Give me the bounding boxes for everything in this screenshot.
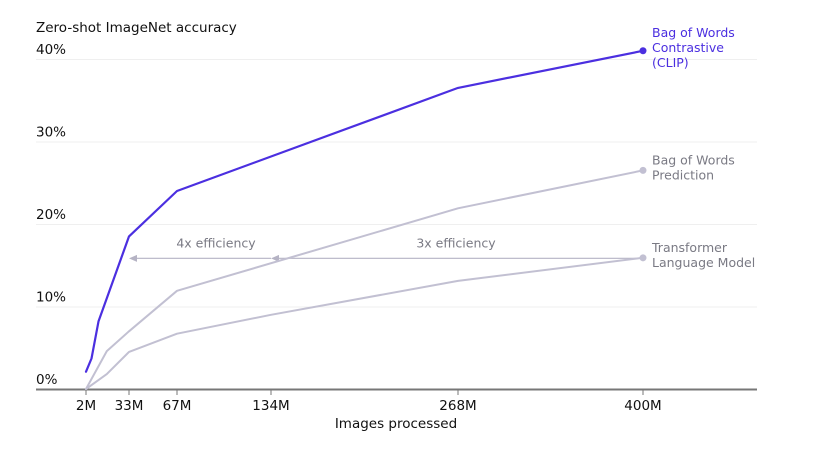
arrow-head-icon — [129, 254, 137, 262]
efficiency-annotations: 4x efficiency 3x efficiency — [129, 235, 643, 262]
series-label: Bag of Words Prediction — [652, 152, 735, 182]
y-tick-label: 40% — [36, 42, 66, 58]
arrow-head-icon — [271, 254, 279, 262]
series-line — [85, 169, 644, 390]
series-endpoint-marker — [639, 47, 647, 55]
gridlines — [36, 59, 757, 308]
series-endpoint-marker — [639, 254, 647, 262]
x-tick-label: 268M — [439, 398, 476, 414]
x-axis-ticks: 2M 33M 67M 134M 268M 400M — [76, 389, 662, 414]
y-tick-label: 30% — [36, 125, 66, 141]
x-tick-label: 2M — [76, 398, 96, 414]
y-tick-label: 0% — [36, 372, 58, 388]
series-lines — [84, 47, 647, 390]
series-line — [84, 49, 645, 373]
y-tick-label: 10% — [36, 290, 66, 306]
series-labels: Transformer Language Model Bag of Words Pre… — [651, 25, 755, 270]
efficiency-annotation: 3x efficiency — [416, 235, 496, 250]
x-tick-label: 400M — [624, 398, 661, 414]
x-axis-title: Images processed — [335, 416, 457, 432]
series-line — [85, 256, 644, 390]
x-tick-label: 134M — [252, 398, 289, 414]
y-axis-title: Zero-shot ImageNet accuracy — [36, 20, 237, 36]
series-label: Transformer Language Model — [651, 240, 755, 270]
series-endpoint-marker — [639, 166, 647, 174]
y-axis-ticks: 0% 10% 20% 30% 40% — [36, 42, 66, 388]
efficiency-annotation: 4x efficiency — [176, 235, 256, 250]
y-tick-label: 20% — [36, 207, 66, 223]
x-tick-label: 67M — [163, 398, 192, 414]
x-tick-label: 33M — [115, 398, 144, 414]
series-label: Bag of Words Contrastive (CLIP) — [652, 25, 735, 70]
